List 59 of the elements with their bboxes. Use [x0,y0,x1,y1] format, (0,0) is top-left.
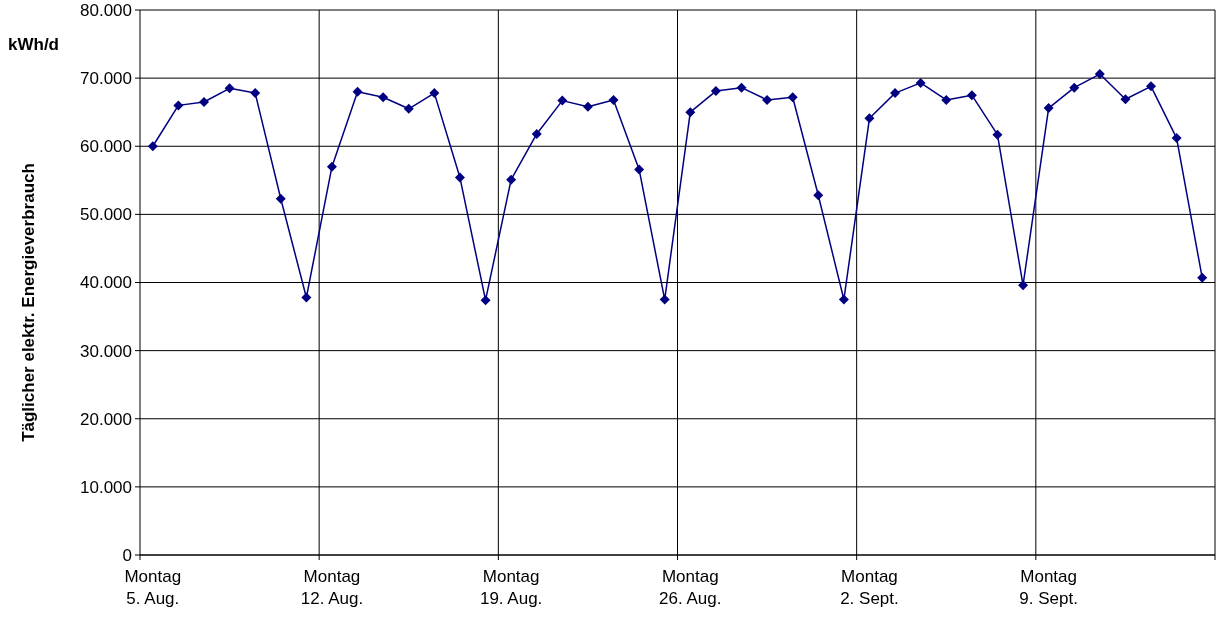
point [1018,280,1029,291]
point [275,193,286,204]
x-tick-label: Montag 9. Sept. [1019,567,1078,608]
text: kWh/d [8,35,59,54]
point [480,295,491,306]
y-tick-label: 40.000 [80,273,132,293]
y-tick-label: 10.000 [80,477,132,497]
point [378,92,389,103]
point [685,107,696,118]
point [403,103,414,114]
y-tick-label: 30.000 [80,341,132,361]
point [224,83,235,94]
point [608,94,619,105]
point [301,292,312,303]
point [250,88,261,99]
point [1069,82,1080,93]
point [557,95,568,106]
x-tick-label: Montag 2. Sept. [840,567,899,608]
point [454,172,465,183]
point [352,86,363,97]
point [1094,69,1105,80]
point [1171,133,1182,144]
point [787,92,798,103]
x-tick-label: Montag 12. Aug. [300,567,364,608]
point [429,88,440,99]
point [966,90,977,101]
x-tick-label: Montag 19. Aug. [479,567,543,608]
point [326,161,337,172]
point [173,100,184,111]
point [1120,94,1131,105]
point [915,77,926,88]
point [634,164,645,175]
point [659,294,670,305]
point [992,129,1003,140]
point [762,94,773,105]
y-tick-label: 20.000 [80,409,132,429]
point [147,141,158,152]
point [1146,81,1157,92]
y-tick-label: 50.000 [80,205,132,225]
point [890,88,901,99]
point [531,128,542,139]
point [710,86,721,97]
point [1043,103,1054,114]
x-tick-label: Montag 5. Aug. [124,567,182,608]
point [1197,272,1208,283]
point [941,94,952,105]
point [198,96,209,107]
y-axis-title: Täglicher elektr. Energieverbrauch [19,163,38,442]
point [582,101,593,112]
y-tick-label: 60.000 [80,137,132,157]
point [864,113,875,124]
y-tick-label: 0 [122,545,132,565]
y-tick-label: 70.000 [80,69,132,89]
y-tick-label: 80.000 [80,0,132,20]
point [813,190,824,201]
point [838,294,849,305]
point [506,174,517,185]
x-tick-label: Montag 26. Aug. [659,567,722,608]
point [736,82,747,93]
